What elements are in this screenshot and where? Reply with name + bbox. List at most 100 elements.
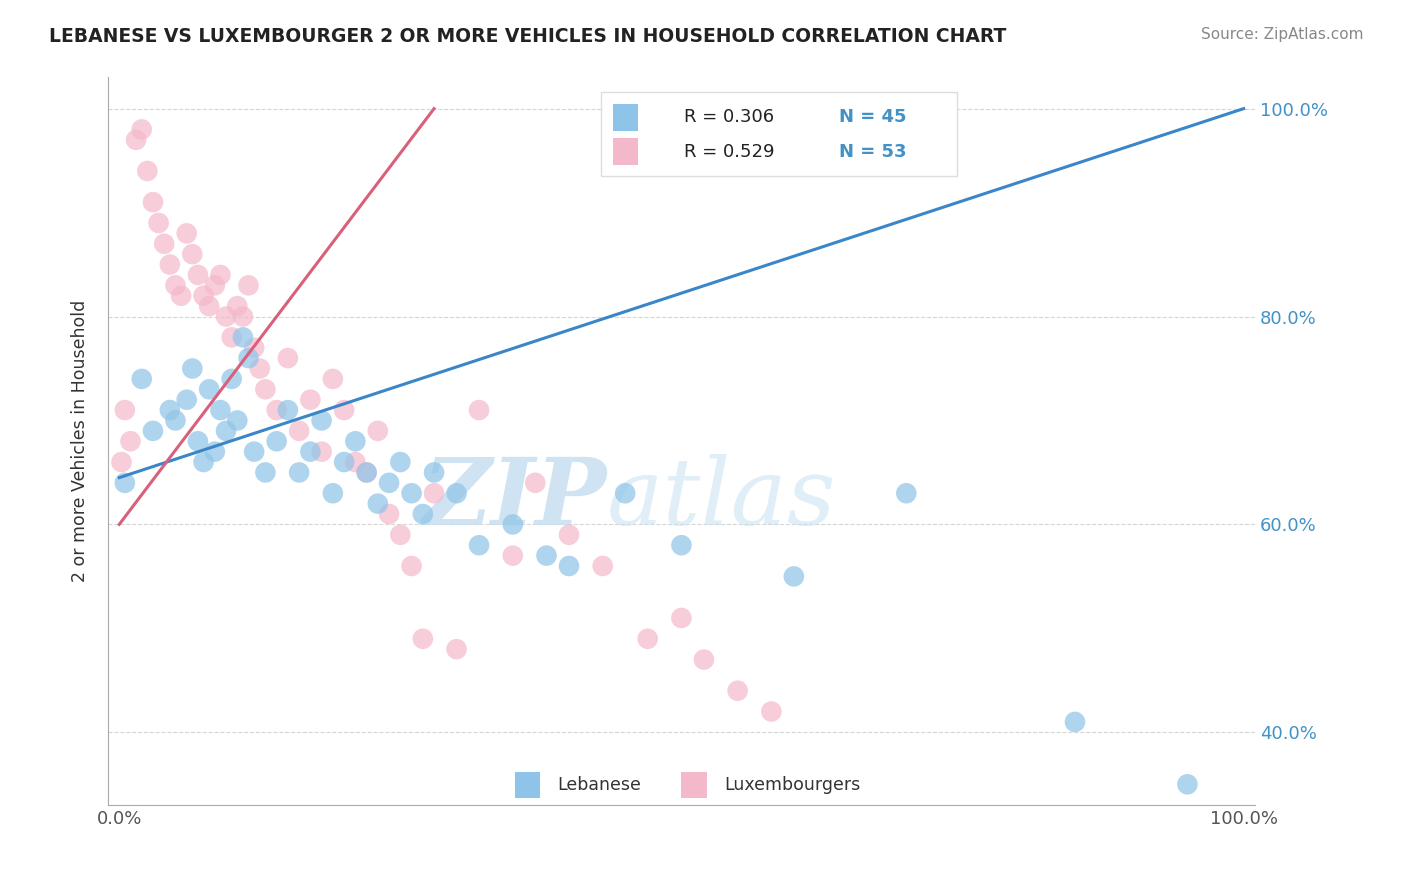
- Text: Lebanese: Lebanese: [558, 776, 641, 794]
- Point: [412, 507, 434, 521]
- Text: Source: ZipAtlas.com: Source: ZipAtlas.com: [1201, 27, 1364, 42]
- Point: [356, 466, 378, 480]
- Point: [204, 278, 226, 293]
- Point: [209, 268, 232, 282]
- Point: [232, 330, 254, 344]
- Point: [148, 216, 170, 230]
- Point: [558, 528, 581, 542]
- Point: [226, 299, 249, 313]
- Point: [125, 133, 148, 147]
- Point: [254, 382, 277, 396]
- Point: [378, 507, 401, 521]
- Point: [401, 486, 423, 500]
- Point: [193, 289, 215, 303]
- Point: [401, 559, 423, 574]
- Text: Luxembourgers: Luxembourgers: [724, 776, 860, 794]
- Point: [524, 475, 547, 490]
- Point: [181, 361, 204, 376]
- Point: [249, 361, 271, 376]
- Y-axis label: 2 or more Vehicles in Household: 2 or more Vehicles in Household: [72, 300, 89, 582]
- Point: [176, 227, 198, 241]
- Point: [187, 268, 209, 282]
- Point: [142, 424, 165, 438]
- Point: [727, 683, 749, 698]
- Point: [288, 466, 311, 480]
- Point: [614, 486, 637, 500]
- Point: [299, 444, 322, 458]
- Point: [333, 455, 356, 469]
- Bar: [515, 772, 540, 797]
- Point: [288, 424, 311, 438]
- Point: [344, 434, 367, 449]
- Point: [131, 372, 153, 386]
- Point: [311, 444, 333, 458]
- Point: [783, 569, 806, 583]
- Point: [502, 517, 524, 532]
- Point: [1177, 777, 1199, 791]
- Point: [558, 559, 581, 574]
- Point: [226, 413, 249, 427]
- Point: [277, 351, 299, 365]
- Point: [389, 528, 412, 542]
- Point: [671, 538, 693, 552]
- Point: [311, 413, 333, 427]
- Point: [266, 403, 288, 417]
- Point: [238, 351, 260, 365]
- Point: [159, 403, 181, 417]
- Text: ZIP: ZIP: [423, 454, 607, 544]
- Point: [592, 559, 614, 574]
- Bar: [613, 103, 638, 131]
- Point: [221, 372, 243, 386]
- Point: [322, 372, 344, 386]
- Point: [446, 642, 468, 657]
- Point: [165, 413, 187, 427]
- Text: R = 0.529: R = 0.529: [683, 143, 775, 161]
- Point: [299, 392, 322, 407]
- Point: [502, 549, 524, 563]
- Point: [114, 475, 136, 490]
- Text: LEBANESE VS LUXEMBOURGER 2 OR MORE VEHICLES IN HOUSEHOLD CORRELATION CHART: LEBANESE VS LUXEMBOURGER 2 OR MORE VEHIC…: [49, 27, 1007, 45]
- Point: [215, 424, 238, 438]
- Point: [378, 475, 401, 490]
- Point: [367, 497, 389, 511]
- Point: [896, 486, 918, 500]
- Point: [389, 455, 412, 469]
- Point: [153, 236, 176, 251]
- Point: [412, 632, 434, 646]
- Text: R = 0.306: R = 0.306: [683, 109, 773, 127]
- Point: [243, 444, 266, 458]
- Point: [423, 486, 446, 500]
- Point: [215, 310, 238, 324]
- Point: [193, 455, 215, 469]
- Point: [344, 455, 367, 469]
- Point: [159, 258, 181, 272]
- Point: [266, 434, 288, 449]
- Point: [356, 466, 378, 480]
- Point: [243, 341, 266, 355]
- Point: [221, 330, 243, 344]
- Point: [277, 403, 299, 417]
- FancyBboxPatch shape: [602, 92, 956, 176]
- Point: [165, 278, 187, 293]
- Point: [1064, 714, 1087, 729]
- Point: [367, 424, 389, 438]
- Point: [110, 455, 132, 469]
- Point: [114, 403, 136, 417]
- Point: [238, 278, 260, 293]
- Text: N = 53: N = 53: [838, 143, 905, 161]
- Point: [204, 444, 226, 458]
- Point: [693, 652, 716, 666]
- Point: [209, 403, 232, 417]
- Bar: [682, 772, 707, 797]
- Point: [198, 382, 221, 396]
- Point: [671, 611, 693, 625]
- Text: N = 45: N = 45: [838, 109, 905, 127]
- Point: [187, 434, 209, 449]
- Point: [761, 705, 783, 719]
- Point: [176, 392, 198, 407]
- Point: [232, 310, 254, 324]
- Point: [322, 486, 344, 500]
- Point: [120, 434, 142, 449]
- Point: [142, 195, 165, 210]
- Point: [333, 403, 356, 417]
